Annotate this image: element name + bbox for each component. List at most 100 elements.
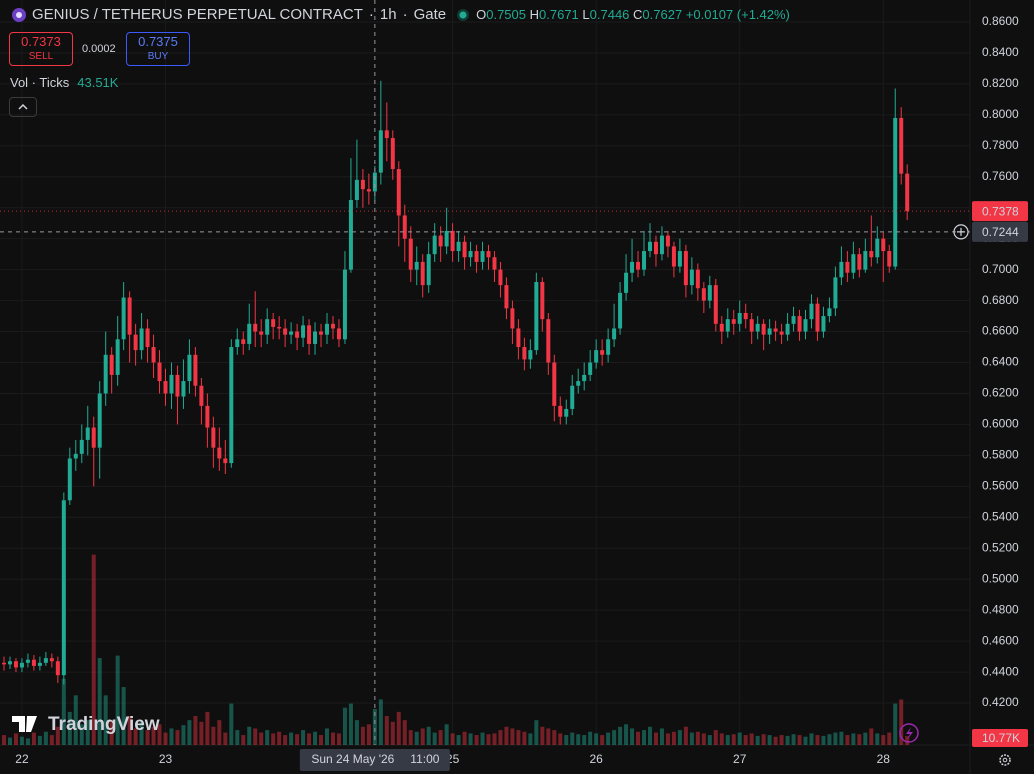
candle-body (43, 658, 48, 663)
separator: · (402, 6, 408, 23)
crosshair-time-label: 11:00 (410, 752, 439, 766)
candle-body (695, 269, 700, 289)
candle-body (851, 254, 856, 273)
x-tick-label: 27 (733, 752, 747, 766)
volume-bar (468, 733, 473, 745)
candle-body (73, 453, 78, 459)
candle-body (647, 241, 652, 252)
candle-body (163, 381, 168, 394)
candle-body (773, 328, 778, 332)
x-tick-label: 22 (15, 752, 29, 766)
candle-body (815, 303, 820, 332)
volume-bar (582, 735, 587, 745)
candle-body (582, 374, 587, 382)
volume-bar (199, 721, 204, 745)
candle-body (103, 354, 108, 394)
volume-bar (372, 708, 377, 745)
candle-body (803, 319, 808, 332)
volume-bar (695, 731, 700, 745)
candle-body (534, 282, 539, 351)
candle-body (863, 251, 868, 270)
collapse-button[interactable] (9, 97, 37, 117)
candle-body (223, 458, 228, 464)
volume-bar (109, 720, 114, 745)
candle-body (636, 261, 641, 270)
candle-body (731, 319, 736, 324)
volume-bar (791, 734, 796, 745)
candle-body (576, 381, 581, 386)
candle-body (785, 323, 790, 335)
candle-body (181, 381, 186, 397)
volume-bar (737, 732, 742, 745)
volume-bar (809, 733, 814, 745)
volume-bar (37, 735, 42, 745)
candle-body (618, 292, 623, 329)
candle-body (247, 323, 252, 344)
volume-bar (839, 731, 844, 745)
candle-body (486, 251, 491, 258)
volume-bar (719, 733, 724, 745)
volume-bar (85, 720, 90, 745)
candle-body (606, 339, 611, 355)
volume-bar (19, 736, 24, 745)
volume-bar (295, 734, 300, 745)
candle-body (211, 427, 216, 448)
crosshair-price-box (972, 221, 1028, 242)
candle-body (761, 323, 766, 335)
volume-bar (342, 707, 347, 745)
volume-bar (205, 711, 210, 745)
settings-button[interactable] (999, 754, 1011, 766)
volume-bar (863, 732, 868, 745)
volume-bar (55, 726, 60, 745)
separator: · (368, 6, 374, 23)
y-tick-label: 0.4400 (982, 664, 1019, 678)
candle-body (725, 319, 730, 332)
branding-text: TradingView (48, 714, 160, 735)
candle-body (229, 347, 234, 464)
candle-body (791, 316, 796, 324)
volume-bar (103, 695, 108, 745)
symbol[interactable]: GENIUS / TETHERUS PERPETUAL CONTRACT (32, 6, 363, 23)
volume-bar (414, 731, 419, 745)
volume-bar (253, 728, 258, 745)
volume-bar (797, 735, 802, 745)
volume-bar (755, 735, 760, 745)
candle-body (749, 319, 754, 332)
candle-body (707, 285, 712, 301)
candle-body (235, 339, 240, 348)
y-tick-label: 0.7600 (982, 169, 1019, 183)
candle-body (157, 362, 162, 382)
y-tick-label: 0.8400 (982, 45, 1019, 59)
volume-bar (396, 711, 401, 745)
candle-body (899, 117, 904, 174)
volume-bar (169, 728, 174, 745)
candle-body (295, 331, 300, 338)
volume-bar (887, 732, 892, 745)
volume-bar (223, 732, 228, 745)
candle-body (564, 408, 569, 417)
ohlc-letter: C (633, 7, 643, 22)
volume-bar (845, 735, 850, 745)
volume-bar (773, 736, 778, 745)
candle-body (737, 312, 742, 324)
volume-bar (91, 554, 96, 745)
candle-body (342, 269, 347, 340)
candle-body (665, 235, 670, 247)
volume-bar (390, 721, 395, 745)
buy-button[interactable]: 0.7375 BUY (126, 32, 190, 66)
volume-bar (833, 732, 838, 745)
candle-body (630, 261, 635, 273)
crosshair-date-label: Sun 24 May '26 (311, 752, 394, 766)
interval[interactable]: 1h (379, 6, 397, 23)
volume-value: 43.51K (77, 75, 119, 90)
volume-bar (647, 726, 652, 745)
volume-bar (301, 730, 306, 745)
change: +0.0107 (+1.42%) (685, 7, 790, 22)
candle-body (91, 427, 96, 448)
sell-button[interactable]: 0.7373 SELL (9, 32, 73, 66)
candle-body (289, 331, 294, 335)
volume-bar (606, 732, 611, 745)
candle-body (821, 316, 826, 332)
candle-body (510, 308, 515, 329)
